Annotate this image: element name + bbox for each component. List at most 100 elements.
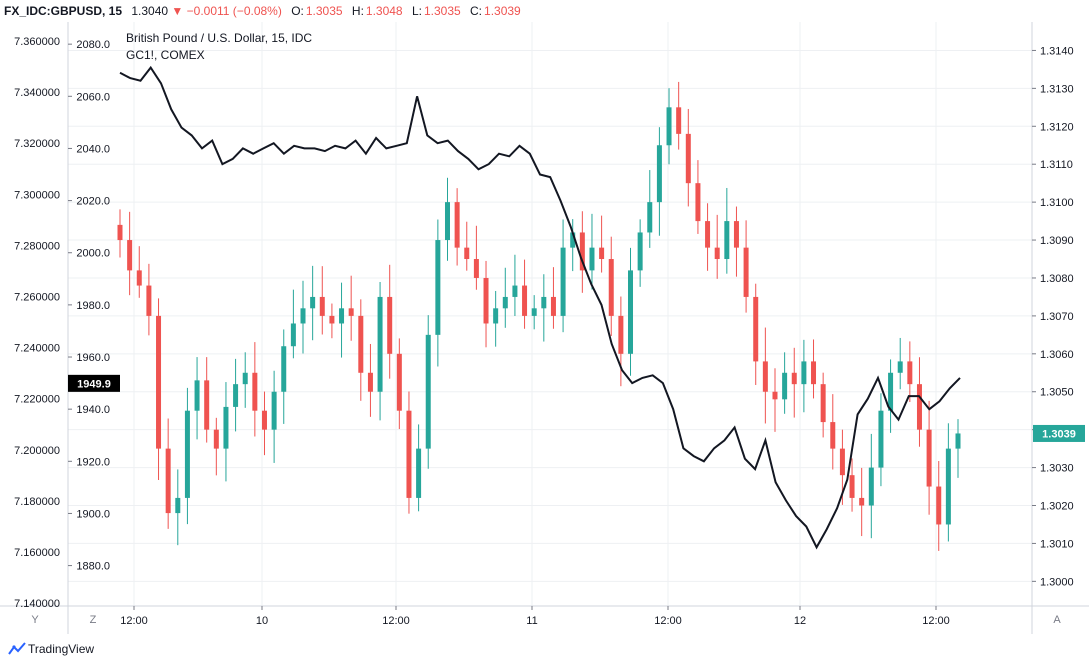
time-axis[interactable]: 12:00 10 12:00 11 12:00 12 12:00 — [120, 606, 950, 627]
candle-body — [117, 224, 123, 241]
inner-tick-label: 2080.0 — [76, 39, 110, 51]
candle-body — [570, 232, 576, 248]
candle-body — [791, 372, 797, 385]
candle-body — [550, 296, 556, 316]
inner-tick-label: 2000.0 — [76, 248, 110, 260]
candle-body — [416, 448, 422, 498]
gold-overlay-line[interactable] — [119, 65, 961, 550]
outer-tick-label: 7.240000 — [14, 343, 60, 355]
candle-body — [348, 308, 354, 316]
candle-body — [868, 467, 874, 506]
candle-body — [502, 296, 508, 309]
x-tick-label: 12:00 — [922, 615, 950, 627]
candle-body — [233, 384, 239, 407]
tradingview-logo-icon[interactable] — [8, 642, 26, 656]
right-tick-label: 1.3100 — [1040, 197, 1074, 209]
open-label: O: — [291, 4, 304, 18]
candle-body — [945, 448, 951, 525]
outer-tick-label: 7.160000 — [14, 547, 60, 559]
low-value: 1.3035 — [423, 4, 461, 18]
outer-tick-label: 7.300000 — [14, 189, 60, 201]
candle-body — [252, 372, 258, 411]
candle-body — [560, 247, 566, 316]
svg-text:1949.9: 1949.9 — [77, 378, 111, 390]
candle-body — [830, 422, 836, 449]
candle-body — [695, 183, 701, 222]
right-tick-label: 1.3010 — [1040, 538, 1074, 550]
candle-body — [425, 334, 431, 449]
candle-body — [435, 240, 441, 335]
outer-tick-label: 7.220000 — [14, 394, 60, 406]
candle-body — [888, 372, 894, 411]
symbol-name[interactable]: FX_IDC:GBPUSD, 15 — [4, 4, 123, 18]
right-tick-label: 1.3080 — [1040, 273, 1074, 285]
left-outer-axis[interactable]: 7.360000 7.340000 7.320000 7.300000 7.280000… — [14, 36, 60, 610]
close-label: C: — [470, 4, 483, 18]
outer-tick-label: 7.140000 — [14, 598, 60, 610]
tradingview-brand[interactable]: TradingView — [28, 642, 95, 656]
gbpusd-last-badge: 1.3039 — [1033, 424, 1085, 442]
outer-tick-label: 7.360000 — [14, 36, 60, 48]
x-tick-label: 12:00 — [382, 615, 410, 627]
candlestick-series[interactable] — [117, 81, 961, 551]
candle-body — [820, 384, 826, 423]
candle-body — [223, 406, 229, 449]
candle-body — [859, 497, 865, 506]
candle-body — [811, 361, 817, 385]
candle-body — [589, 247, 595, 271]
candle-body — [127, 240, 133, 271]
footer: TradingView — [0, 638, 1089, 661]
candle-body — [146, 285, 152, 316]
right-price-axis[interactable]: 1.3140 1.3130 1.3120 1.3110 1.3100 1.3090 1.30… — [1032, 45, 1074, 588]
candle-body — [165, 448, 171, 514]
candle-body — [531, 308, 537, 316]
candle-body — [637, 232, 643, 271]
candle-body — [656, 145, 662, 203]
left-inner-axis[interactable]: 2080.0 2060.0 2040.0 2020.0 2000.0 1980.0 1960… — [68, 39, 110, 573]
candle-body — [290, 323, 296, 347]
candle-body — [762, 361, 768, 392]
candle-body — [753, 296, 759, 362]
candle-body — [358, 315, 364, 373]
log-scale-button[interactable]: Y — [20, 608, 50, 630]
candle-body — [310, 296, 316, 309]
candle-body — [261, 410, 267, 430]
candle-body — [213, 429, 219, 449]
x-tick-label: 12:00 — [654, 615, 682, 627]
candle-body — [541, 296, 547, 309]
right-tick-label: 1.3130 — [1040, 83, 1074, 95]
candle-body — [608, 259, 614, 316]
right-tick-label: 1.3020 — [1040, 501, 1074, 513]
candle-body — [271, 391, 277, 430]
zoom-scale-button[interactable]: Z — [78, 608, 108, 630]
candle-body — [242, 372, 248, 385]
inner-tick-label: 2020.0 — [76, 196, 110, 208]
candle-body — [300, 308, 306, 324]
price-chart[interactable]: 7.360000 7.340000 7.320000 7.300000 7.280000… — [0, 22, 1089, 634]
inner-tick-label: 1920.0 — [76, 456, 110, 468]
inner-tick-label: 1900.0 — [76, 508, 110, 520]
inner-tick-label: 2060.0 — [76, 91, 110, 103]
outer-tick-label: 7.280000 — [14, 240, 60, 252]
outer-tick-label: 7.340000 — [14, 87, 60, 99]
candle-body — [666, 107, 672, 146]
candle-body — [733, 221, 739, 248]
legend-main-series: British Pound / U.S. Dollar, 15, IDC — [126, 31, 312, 45]
candle-body — [676, 107, 682, 134]
open-value: 1.3035 — [305, 4, 343, 18]
candle-body — [907, 361, 913, 385]
inner-tick-label: 2040.0 — [76, 143, 110, 155]
outer-tick-label: 7.200000 — [14, 445, 60, 457]
x-tick-label: 11 — [526, 615, 537, 627]
outer-tick-label: 7.180000 — [14, 496, 60, 508]
candle-body — [512, 285, 518, 297]
symbol-header: FX_IDC:GBPUSD, 15 1.3040 ▼ −0.0011 (−0.0… — [0, 0, 1089, 22]
candle-body — [772, 391, 778, 400]
x-tick-label: 12 — [794, 615, 806, 627]
legend-overlay-series: GC1!, COMEX — [126, 48, 205, 62]
right-tick-label: 1.3140 — [1040, 45, 1074, 57]
price-change: −0.0011 (−0.08%) — [186, 4, 282, 18]
candle-body — [387, 296, 393, 354]
auto-scale-button[interactable]: A — [1042, 608, 1072, 630]
candle-body — [493, 308, 499, 324]
